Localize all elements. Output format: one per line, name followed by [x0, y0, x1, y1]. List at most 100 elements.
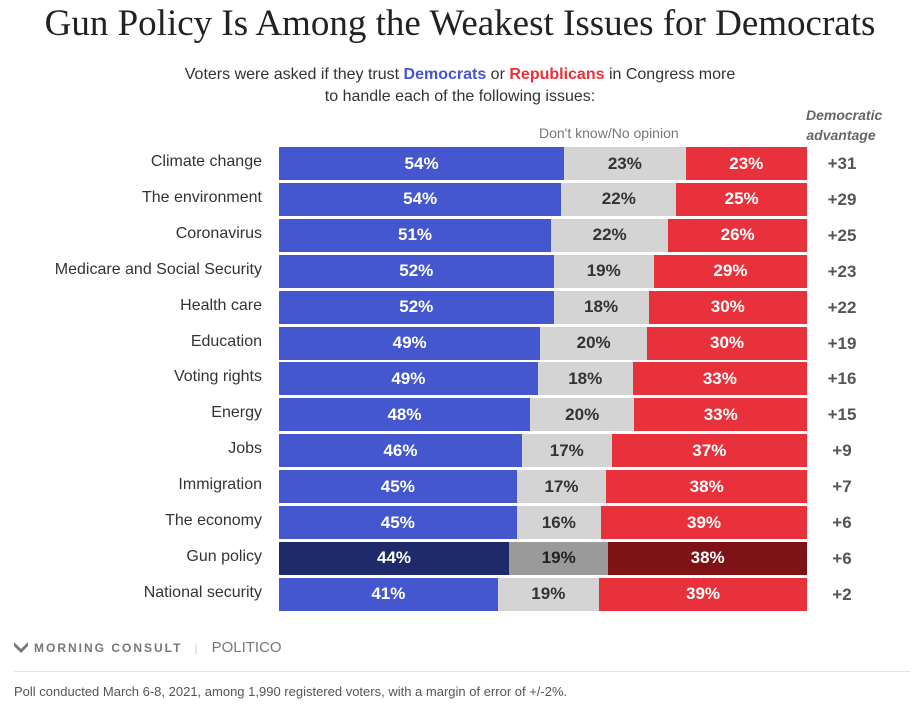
data-label: 33%	[703, 404, 738, 424]
bar-republicans: 25%	[676, 182, 807, 216]
advantage-value: +22	[827, 297, 857, 317]
divider	[14, 671, 910, 672]
data-label: 54%	[404, 153, 439, 173]
data-label: 20%	[576, 333, 611, 352]
legend-republicans: Republicans	[509, 66, 605, 83]
data-label: 52%	[399, 297, 434, 317]
bar-republicans: 33%	[634, 398, 807, 432]
advantage-value: +19	[827, 333, 857, 353]
data-label: 41%	[371, 584, 406, 604]
data-label: 19%	[541, 548, 576, 568]
bar-democrats: 45%	[279, 506, 517, 539]
bar-democrats: 48%	[279, 398, 530, 432]
data-label: 37%	[692, 440, 727, 460]
bar-republicans: 29%	[653, 254, 807, 288]
subtitle-text: in Congress more to handle each of the f…	[324, 66, 736, 105]
bar-republicans: 39%	[601, 506, 807, 539]
advantage-value: +31	[827, 154, 857, 173]
bar-democrats: 41%	[279, 577, 498, 611]
advantage-value: +7	[832, 477, 852, 497]
subtitle-text: Voters were asked if they trust	[184, 66, 404, 83]
data-label: 29%	[713, 261, 748, 281]
data-label: 19%	[531, 584, 566, 604]
advantage-value: +23	[827, 261, 857, 281]
bar-democrats: 45%	[279, 470, 517, 504]
bar-republicans: 39%	[599, 577, 807, 611]
bar-dont-know: 17%	[516, 470, 607, 504]
data-label: 20%	[565, 404, 600, 424]
brand-name: MORNING CONSULT	[34, 640, 183, 655]
data-label: 23%	[729, 153, 764, 173]
data-label: 39%	[685, 584, 721, 604]
bar-dont-know: 18%	[537, 362, 633, 396]
category-label: Coronavirus	[175, 224, 262, 242]
category-label: Climate change	[150, 153, 262, 170]
data-label: 19%	[586, 261, 621, 281]
bar-dont-know: 22%	[561, 182, 677, 216]
data-label: 51%	[397, 225, 433, 245]
category-label: Gun policy	[186, 547, 262, 565]
data-label: 45%	[380, 512, 415, 532]
bar-dont-know: 17%	[521, 434, 612, 468]
data-label: 49%	[392, 333, 427, 352]
data-label: 26%	[720, 225, 755, 245]
data-label: 38%	[689, 476, 724, 496]
divider: |	[194, 640, 200, 655]
chart-subtitle: Voters were asked if they trust Democrat…	[180, 64, 740, 108]
data-label: 16%	[541, 512, 576, 532]
category-label: Jobs	[228, 440, 262, 458]
bar-democrats: 52%	[279, 290, 554, 324]
bar-dont-know: 20%	[540, 326, 647, 360]
footnote: Poll conducted March 6-8, 2021, among 1,…	[14, 684, 568, 699]
bar-republicans: 26%	[668, 218, 807, 252]
data-label: 48%	[387, 404, 422, 424]
bar-dont-know: 19%	[553, 254, 654, 288]
bar-democrats: 49%	[279, 326, 541, 360]
data-label: 46%	[383, 440, 418, 460]
data-label: 38%	[690, 548, 725, 568]
data-label: 23%	[607, 153, 642, 173]
data-label: 22%	[601, 189, 636, 209]
advantage-header-line: Democratic	[806, 107, 883, 123]
advantage-value: +29	[827, 189, 857, 209]
category-label: Medicare and Social Security	[54, 260, 262, 278]
data-label: 17%	[549, 440, 584, 460]
morning-consult-logo-icon	[14, 641, 28, 653]
advantage-value: +6	[832, 513, 852, 532]
category-label: Immigration	[178, 476, 262, 494]
advantage-value: +2	[832, 584, 852, 604]
bar-dont-know: 23%	[564, 147, 686, 180]
data-label: 49%	[391, 368, 426, 388]
category-label: Health care	[180, 296, 262, 314]
chart-title: Gun Policy Is Among the Weakest Issues f…	[44, 3, 876, 44]
data-label: 44%	[376, 548, 412, 568]
advantage-header: Democratic advantage	[806, 105, 883, 145]
data-label: 54%	[403, 189, 438, 209]
data-label: 52%	[399, 261, 434, 281]
advantage-value: +6	[832, 548, 852, 568]
data-label: 45%	[380, 476, 415, 496]
category-label: National security	[143, 583, 262, 601]
advantage-value: +15	[827, 405, 857, 425]
bar-dont-know: 16%	[516, 506, 602, 539]
data-label: 18%	[584, 297, 619, 317]
logo: MORNING CONSULT | POLITICO	[14, 639, 282, 656]
category-label: The environment	[141, 188, 262, 206]
legend-dont-know: Don't know/No opinion	[539, 125, 679, 141]
bar-dont-know: 19%	[509, 541, 609, 575]
bar-republicans: 30%	[648, 290, 807, 324]
legend-democrats: Democrats	[403, 66, 487, 83]
data-label: 25%	[724, 189, 759, 209]
data-label: 39%	[687, 512, 722, 532]
advantage-value: +25	[827, 225, 857, 245]
category-label: The economy	[165, 512, 262, 529]
category-label: Energy	[211, 404, 262, 422]
bar-dont-know: 22%	[551, 218, 669, 252]
bar-republicans: 37%	[611, 434, 807, 468]
bar-republicans: 30%	[647, 326, 807, 360]
data-label: 33%	[702, 368, 737, 388]
category-label: Education	[190, 332, 262, 350]
data-label: 30%	[710, 297, 745, 317]
category-label: Voting rights	[173, 368, 262, 386]
